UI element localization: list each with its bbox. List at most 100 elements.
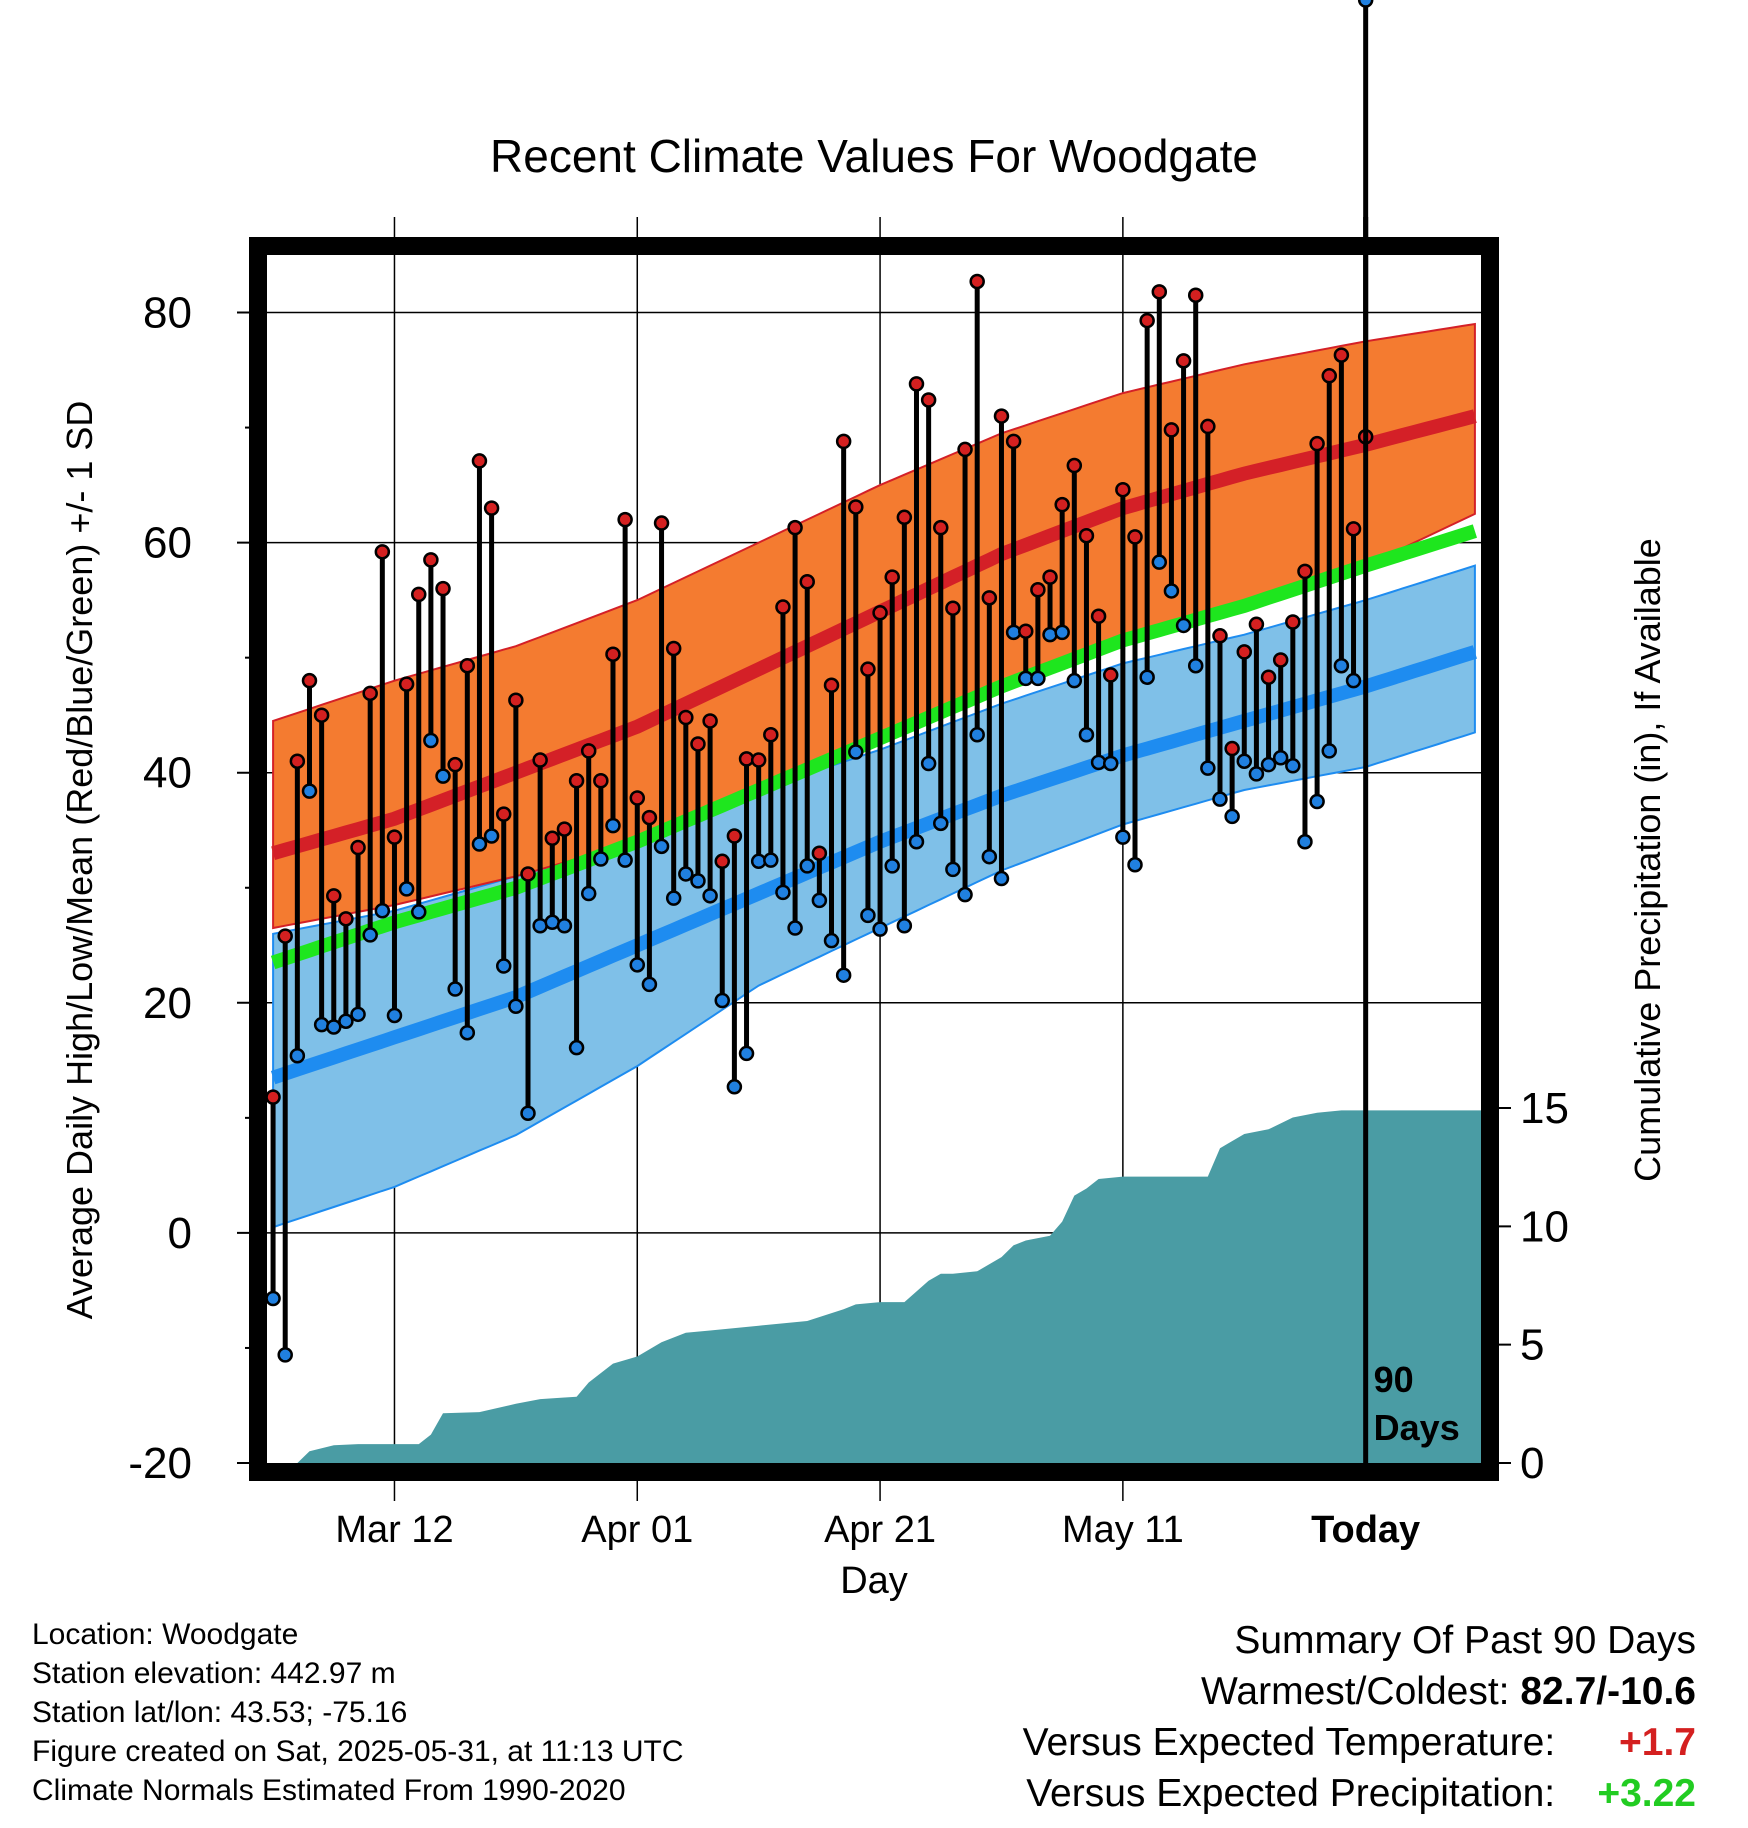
high-point <box>629 790 646 806</box>
low-point <box>386 1007 403 1024</box>
summary-heading: Summary Of Past 90 Days <box>1234 1619 1696 1662</box>
info-latlon: Station lat/lon: 43.53; -75.16 <box>32 1696 408 1729</box>
x-tick-label: Apr 01 <box>581 1509 693 1551</box>
low-point <box>326 1019 342 1035</box>
low-point <box>933 815 949 832</box>
low-point <box>1212 791 1228 807</box>
precipitation-area <box>273 1110 1481 1463</box>
high-point <box>580 743 597 759</box>
low-point <box>1236 753 1253 769</box>
low-point <box>860 907 876 924</box>
low-point <box>1151 554 1168 570</box>
high-point <box>835 433 852 450</box>
high-point <box>1163 422 1180 438</box>
low-point <box>848 744 864 760</box>
high-point <box>920 392 937 408</box>
precip-fill <box>273 1110 1481 1463</box>
high-point <box>1224 740 1240 757</box>
low-point <box>993 870 1010 887</box>
low-point <box>775 884 791 901</box>
low-point <box>1285 758 1301 774</box>
high-point <box>957 441 973 458</box>
high-point <box>1272 652 1289 668</box>
summary-temp-row: Versus Expected Temperature: +1.7 <box>1023 1717 1696 1768</box>
low-point <box>1200 760 1216 776</box>
high-point <box>350 839 366 856</box>
high-point <box>1212 628 1228 644</box>
high-point <box>374 544 391 560</box>
low-point <box>641 976 658 993</box>
y-tick-label: 0 <box>168 1209 192 1258</box>
low-point <box>301 783 318 799</box>
mean-line <box>270 524 1477 970</box>
low-point <box>823 932 840 949</box>
daily-dots <box>265 0 1374 1363</box>
high-point <box>811 845 828 861</box>
low-point <box>738 1045 755 1062</box>
low-point <box>896 917 913 934</box>
low-point <box>265 1290 281 1307</box>
high-point <box>1200 418 1216 435</box>
y-tick-label: -20 <box>128 1439 192 1488</box>
high-point <box>908 376 925 392</box>
low-point <box>423 732 439 749</box>
high-point <box>1236 644 1253 660</box>
high-point <box>1345 521 1362 537</box>
info-elevation: Station elevation: 442.97 m <box>32 1657 396 1690</box>
low-point <box>1187 657 1204 674</box>
high-point <box>1248 616 1265 633</box>
low-point <box>411 904 427 920</box>
low-point <box>726 1079 743 1095</box>
low-point <box>617 852 633 868</box>
low-point <box>1345 672 1362 689</box>
low-point <box>1115 829 1131 845</box>
high-point <box>289 753 306 769</box>
low-point <box>568 1039 585 1056</box>
high-point <box>884 569 900 585</box>
high-point <box>593 773 609 789</box>
high-point <box>508 692 524 708</box>
high-point <box>265 1089 281 1105</box>
low-point <box>1175 617 1192 634</box>
high-point <box>617 511 633 528</box>
low-point <box>277 1347 293 1363</box>
high-point <box>556 821 573 837</box>
x-tick-label: Today <box>1311 1509 1420 1551</box>
high-point <box>386 829 403 845</box>
y2-tick-label: 10 <box>1520 1202 1569 1251</box>
low-point <box>1127 857 1143 873</box>
high-point <box>1078 527 1095 544</box>
y-axis-label: Average Daily High/Low/Mean (Red/Blue/Gr… <box>59 401 100 1320</box>
high-point <box>447 756 463 773</box>
high-point <box>714 853 730 870</box>
low-point <box>629 957 646 973</box>
high-point <box>362 685 378 702</box>
high-point <box>872 605 888 621</box>
high-point <box>605 646 621 662</box>
low-point <box>811 892 828 909</box>
low-point <box>1030 670 1046 687</box>
low-point <box>1309 793 1325 810</box>
low-point <box>1078 726 1095 743</box>
low-mean-line <box>270 645 1477 1085</box>
high-point <box>1139 312 1155 329</box>
high-point <box>277 928 293 944</box>
low-point <box>350 1006 366 1023</box>
summary-warmest-label: Warmest/Coldest: <box>1201 1670 1510 1713</box>
high-point <box>313 707 330 723</box>
low-point <box>1333 657 1350 674</box>
low-point <box>1102 755 1119 772</box>
high-point <box>933 519 949 536</box>
low-point <box>690 873 706 889</box>
high-point <box>1030 582 1046 598</box>
station-info: Location: Woodgate Station elevation: 44… <box>32 1615 684 1810</box>
y2-tick-label: 5 <box>1520 1321 1544 1370</box>
y-tick-label: 20 <box>143 979 192 1028</box>
high-point <box>411 586 427 603</box>
summary-precip-value: +3.22 <box>1597 1772 1696 1815</box>
high-point <box>1151 284 1168 300</box>
high-point <box>532 752 548 768</box>
high-point <box>678 709 694 726</box>
high-point <box>338 911 354 927</box>
high-point <box>1054 496 1070 513</box>
